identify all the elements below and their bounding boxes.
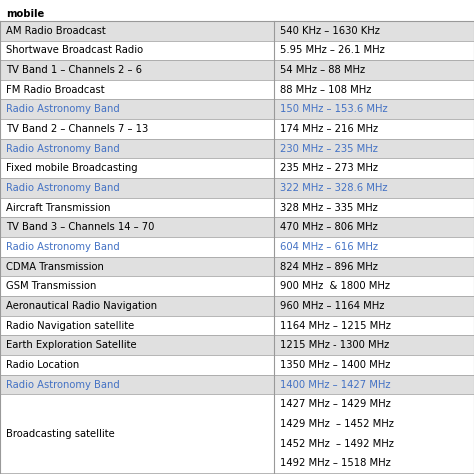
Text: AM Radio Broadcast: AM Radio Broadcast: [6, 26, 105, 36]
Text: 230 MHz – 235 MHz: 230 MHz – 235 MHz: [280, 144, 377, 154]
Text: 1492 MHz – 1518 MHz: 1492 MHz – 1518 MHz: [280, 458, 391, 468]
Text: 960 MHz – 1164 MHz: 960 MHz – 1164 MHz: [280, 301, 384, 311]
Bar: [0, 40, 474, 60]
Text: Radio Astronomy Band: Radio Astronomy Band: [6, 242, 119, 252]
Text: 1215 MHz - 1300 MHz: 1215 MHz - 1300 MHz: [280, 340, 389, 350]
Bar: [0, 296, 474, 316]
Bar: [0, 336, 474, 355]
Text: 900 MHz  & 1800 MHz: 900 MHz & 1800 MHz: [280, 281, 390, 292]
Text: 54 MHz – 88 MHz: 54 MHz – 88 MHz: [280, 65, 365, 75]
Text: 824 MHz – 896 MHz: 824 MHz – 896 MHz: [280, 262, 377, 272]
Bar: [0, 100, 474, 119]
Bar: [0, 139, 474, 158]
Text: Broadcasting satellite: Broadcasting satellite: [6, 428, 114, 439]
Text: Radio Astronomy Band: Radio Astronomy Band: [6, 144, 119, 154]
Bar: [0, 119, 474, 139]
Bar: [0, 257, 474, 276]
Bar: [0, 198, 474, 218]
Text: 1452 MHz  – 1492 MHz: 1452 MHz – 1492 MHz: [280, 438, 393, 448]
Bar: [0, 375, 474, 394]
Text: 328 MHz – 335 MHz: 328 MHz – 335 MHz: [280, 202, 377, 213]
Bar: [0, 218, 474, 237]
Text: 1400 MHz – 1427 MHz: 1400 MHz – 1427 MHz: [280, 380, 390, 390]
Bar: [0, 237, 474, 257]
Text: TV Band 1 – Channels 2 – 6: TV Band 1 – Channels 2 – 6: [6, 65, 142, 75]
Bar: [0, 316, 474, 336]
Bar: [0, 355, 474, 375]
Text: Radio Astronomy Band: Radio Astronomy Band: [6, 183, 119, 193]
Text: Radio Location: Radio Location: [6, 360, 79, 370]
Text: 5.95 MHz – 26.1 MHz: 5.95 MHz – 26.1 MHz: [280, 46, 384, 55]
Bar: [0, 80, 474, 100]
Text: CDMA Transmission: CDMA Transmission: [6, 262, 103, 272]
Text: Radio Astronomy Band: Radio Astronomy Band: [6, 380, 119, 390]
Text: 1427 MHz – 1429 MHz: 1427 MHz – 1429 MHz: [280, 399, 391, 409]
Text: 1429 MHz  – 1452 MHz: 1429 MHz – 1452 MHz: [280, 419, 393, 429]
Bar: [0, 21, 474, 40]
Text: 1350 MHz – 1400 MHz: 1350 MHz – 1400 MHz: [280, 360, 390, 370]
Text: Aircraft Transmission: Aircraft Transmission: [6, 202, 110, 213]
Text: 235 MHz – 273 MHz: 235 MHz – 273 MHz: [280, 164, 378, 173]
Bar: [0, 158, 474, 178]
Text: Earth Exploration Satellite: Earth Exploration Satellite: [6, 340, 137, 350]
Text: Shortwave Broadcast Radio: Shortwave Broadcast Radio: [6, 46, 143, 55]
Text: Aeronautical Radio Navigation: Aeronautical Radio Navigation: [6, 301, 157, 311]
Text: 150 MHz – 153.6 MHz: 150 MHz – 153.6 MHz: [280, 104, 387, 114]
Text: 88 MHz – 108 MHz: 88 MHz – 108 MHz: [280, 85, 371, 95]
Text: Radio Astronomy Band: Radio Astronomy Band: [6, 104, 119, 114]
Text: TV Band 2 – Channels 7 – 13: TV Band 2 – Channels 7 – 13: [6, 124, 148, 134]
Text: Radio Navigation satellite: Radio Navigation satellite: [6, 320, 134, 330]
Text: mobile: mobile: [6, 9, 44, 18]
Text: Fixed mobile Broadcasting: Fixed mobile Broadcasting: [6, 164, 137, 173]
Text: TV Band 3 – Channels 14 – 70: TV Band 3 – Channels 14 – 70: [6, 222, 154, 232]
Text: 470 MHz – 806 MHz: 470 MHz – 806 MHz: [280, 222, 377, 232]
Text: 540 KHz – 1630 KHz: 540 KHz – 1630 KHz: [280, 26, 380, 36]
Text: FM Radio Broadcast: FM Radio Broadcast: [6, 85, 104, 95]
Text: 604 MHz – 616 MHz: 604 MHz – 616 MHz: [280, 242, 378, 252]
Text: GSM Transmission: GSM Transmission: [6, 281, 96, 292]
Bar: [0, 178, 474, 198]
Bar: [0, 394, 474, 473]
Text: 1164 MHz – 1215 MHz: 1164 MHz – 1215 MHz: [280, 320, 391, 330]
Text: 322 MHz – 328.6 MHz: 322 MHz – 328.6 MHz: [280, 183, 387, 193]
Text: 174 MHz – 216 MHz: 174 MHz – 216 MHz: [280, 124, 378, 134]
Bar: [0, 60, 474, 80]
Bar: [0, 276, 474, 296]
